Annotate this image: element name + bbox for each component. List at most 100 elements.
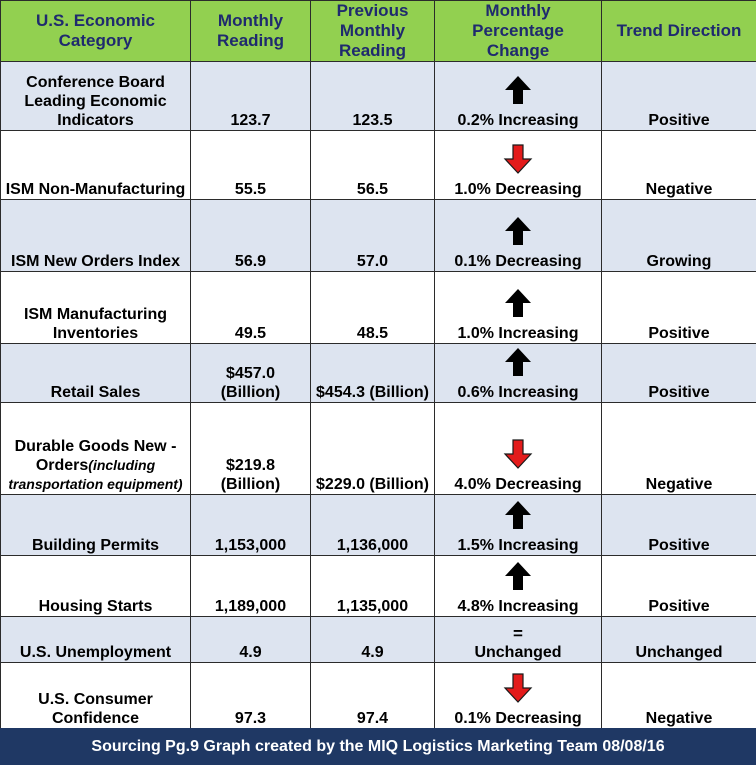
change-content: 0.6% Increasing [439,345,597,402]
previous-reading-cell: 123.5 [310,61,435,131]
category-label: Conference Board Leading Economic Indica… [24,74,167,129]
trend-direction-cell: Positive [601,61,756,131]
trend-direction-cell: Negative [601,130,756,200]
category-cell: Housing Starts [0,555,191,617]
percentage-change-cell: 0.2% Increasing [434,61,602,131]
change-content: 0.1% Decreasing [439,201,597,271]
percentage-change-cell: = Unchanged [434,616,602,663]
previous-reading-cell: $229.0 (Billion) [310,402,435,495]
category-cell: Retail Sales [0,343,191,403]
category-cell: Building Permits [0,494,191,556]
down-arrow-icon [503,673,533,703]
change-label: 0.1% Decreasing [454,710,582,727]
footer-caption: Sourcing Pg.9 Graph created by the MIQ L… [0,728,756,765]
table-row: Durable Goods New -Orders(including tran… [0,402,756,495]
change-content: 1.0% Increasing [439,273,597,343]
change-label: 0.2% Increasing [457,112,579,129]
category-cell: ISM Manufacturing Inventories [0,271,191,344]
previous-reading-cell: 4.9 [310,616,435,663]
up-arrow-icon [505,217,531,245]
change-label: 4.0% Decreasing [454,476,582,493]
category-cell: U.S. Consumer Confidence [0,662,191,729]
percentage-change-cell: 0.1% Decreasing [434,199,602,272]
table-header-row: U.S. Economic Category Monthly Reading P… [0,0,756,62]
trend-direction-cell: Positive [601,494,756,556]
table-row: Building Permits 1,153,000 1,136,000 1.5% I… [0,494,756,556]
percentage-change-cell: 1.0% Increasing [434,271,602,344]
down-arrow-icon [503,144,533,174]
trend-direction-cell: Growing [601,199,756,272]
trend-direction-cell: Positive [601,343,756,403]
monthly-reading-cell: 49.5 [190,271,311,344]
table-row: Conference Board Leading Economic Indica… [0,61,756,131]
trend-direction-cell: Negative [601,402,756,495]
monthly-reading-cell: 55.5 [190,130,311,200]
change-content: 0.2% Increasing [439,63,597,130]
percentage-change-cell: 1.5% Increasing [434,494,602,556]
monthly-reading-cell: $219.8 (Billion) [190,402,311,495]
monthly-reading-cell: 1,189,000 [190,555,311,617]
monthly-reading-cell: 97.3 [190,662,311,729]
category-label: ISM New Orders Index [11,253,180,270]
up-arrow-icon [505,501,531,529]
table-row: U.S. Consumer Confidence 97.3 97.4 0.1% Dec… [0,662,756,729]
category-cell: ISM New Orders Index [0,199,191,272]
up-arrow-icon [505,562,531,590]
category-label: Durable Goods New -Orders [14,438,177,474]
monthly-reading-cell: 4.9 [190,616,311,663]
header-previous-reading: Previous Monthly Reading [310,0,435,62]
monthly-reading-cell: 1,153,000 [190,494,311,556]
percentage-change-cell: 1.0% Decreasing [434,130,602,200]
table-row: ISM Non-Manufacturing 55.5 56.5 1.0% Decrea… [0,130,756,200]
previous-reading-cell: 1,136,000 [310,494,435,556]
category-label: Housing Starts [38,598,153,615]
category-cell: Durable Goods New -Orders(including tran… [0,402,191,495]
monthly-reading-cell: $457.0 (Billion) [190,343,311,403]
change-label: 4.8% Increasing [457,598,579,615]
change-content: 4.8% Increasing [439,557,597,616]
trend-direction-cell: Negative [601,662,756,729]
change-content: 0.1% Decreasing [439,664,597,728]
change-label: 0.6% Increasing [457,384,579,401]
change-label: Unchanged [474,644,562,661]
monthly-reading-cell: 123.7 [190,61,311,131]
trend-direction-cell: Positive [601,271,756,344]
previous-reading-cell: 48.5 [310,271,435,344]
change-content: 4.0% Decreasing [439,404,597,494]
percentage-change-cell: 0.6% Increasing [434,343,602,403]
category-cell: Conference Board Leading Economic Indica… [0,61,191,131]
up-arrow-icon [505,289,531,317]
previous-reading-cell: 1,135,000 [310,555,435,617]
category-label: Retail Sales [50,384,141,401]
header-monthly-reading: Monthly Reading [190,0,311,62]
category-note: (including transportation equipment) [8,457,183,492]
category-label: ISM Manufacturing Inventories [23,306,168,342]
table-row: Housing Starts 1,189,000 1,135,000 4.8% Inc… [0,555,756,617]
change-content: = Unchanged [439,618,597,662]
equals-icon: = [513,624,523,643]
economic-indicators-table: U.S. Economic Category Monthly Reading P… [0,0,756,729]
category-cell: ISM Non-Manufacturing [0,130,191,200]
category-label: U.S. Consumer Confidence [38,691,153,727]
previous-reading-cell: 56.5 [310,130,435,200]
header-trend-direction: Trend Direction [601,0,756,62]
previous-reading-cell: $454.3 (Billion) [310,343,435,403]
category-label: ISM Non-Manufacturing [5,181,186,198]
table-row: ISM Manufacturing Inventories 49.5 48.5 1.0… [0,271,756,344]
monthly-reading-cell: 56.9 [190,199,311,272]
change-label: 1.0% Decreasing [454,181,582,198]
up-arrow-icon [505,348,531,376]
up-arrow-icon [505,76,531,104]
percentage-change-cell: 0.1% Decreasing [434,662,602,729]
change-content: 1.5% Increasing [439,496,597,555]
category-label: Building Permits [31,537,160,554]
change-label: 1.5% Increasing [457,537,579,554]
table-row: ISM New Orders Index 56.9 57.0 0.1% Decreas… [0,199,756,272]
category-label: U.S. Unemployment [19,644,172,661]
trend-direction-cell: Unchanged [601,616,756,663]
header-category: U.S. Economic Category [0,0,191,62]
header-percentage-change: Monthly Percentage Change [434,0,602,62]
table-row: Retail Sales $457.0 (Billion) $454.3 (Bill… [0,343,756,403]
category-cell: U.S. Unemployment [0,616,191,663]
